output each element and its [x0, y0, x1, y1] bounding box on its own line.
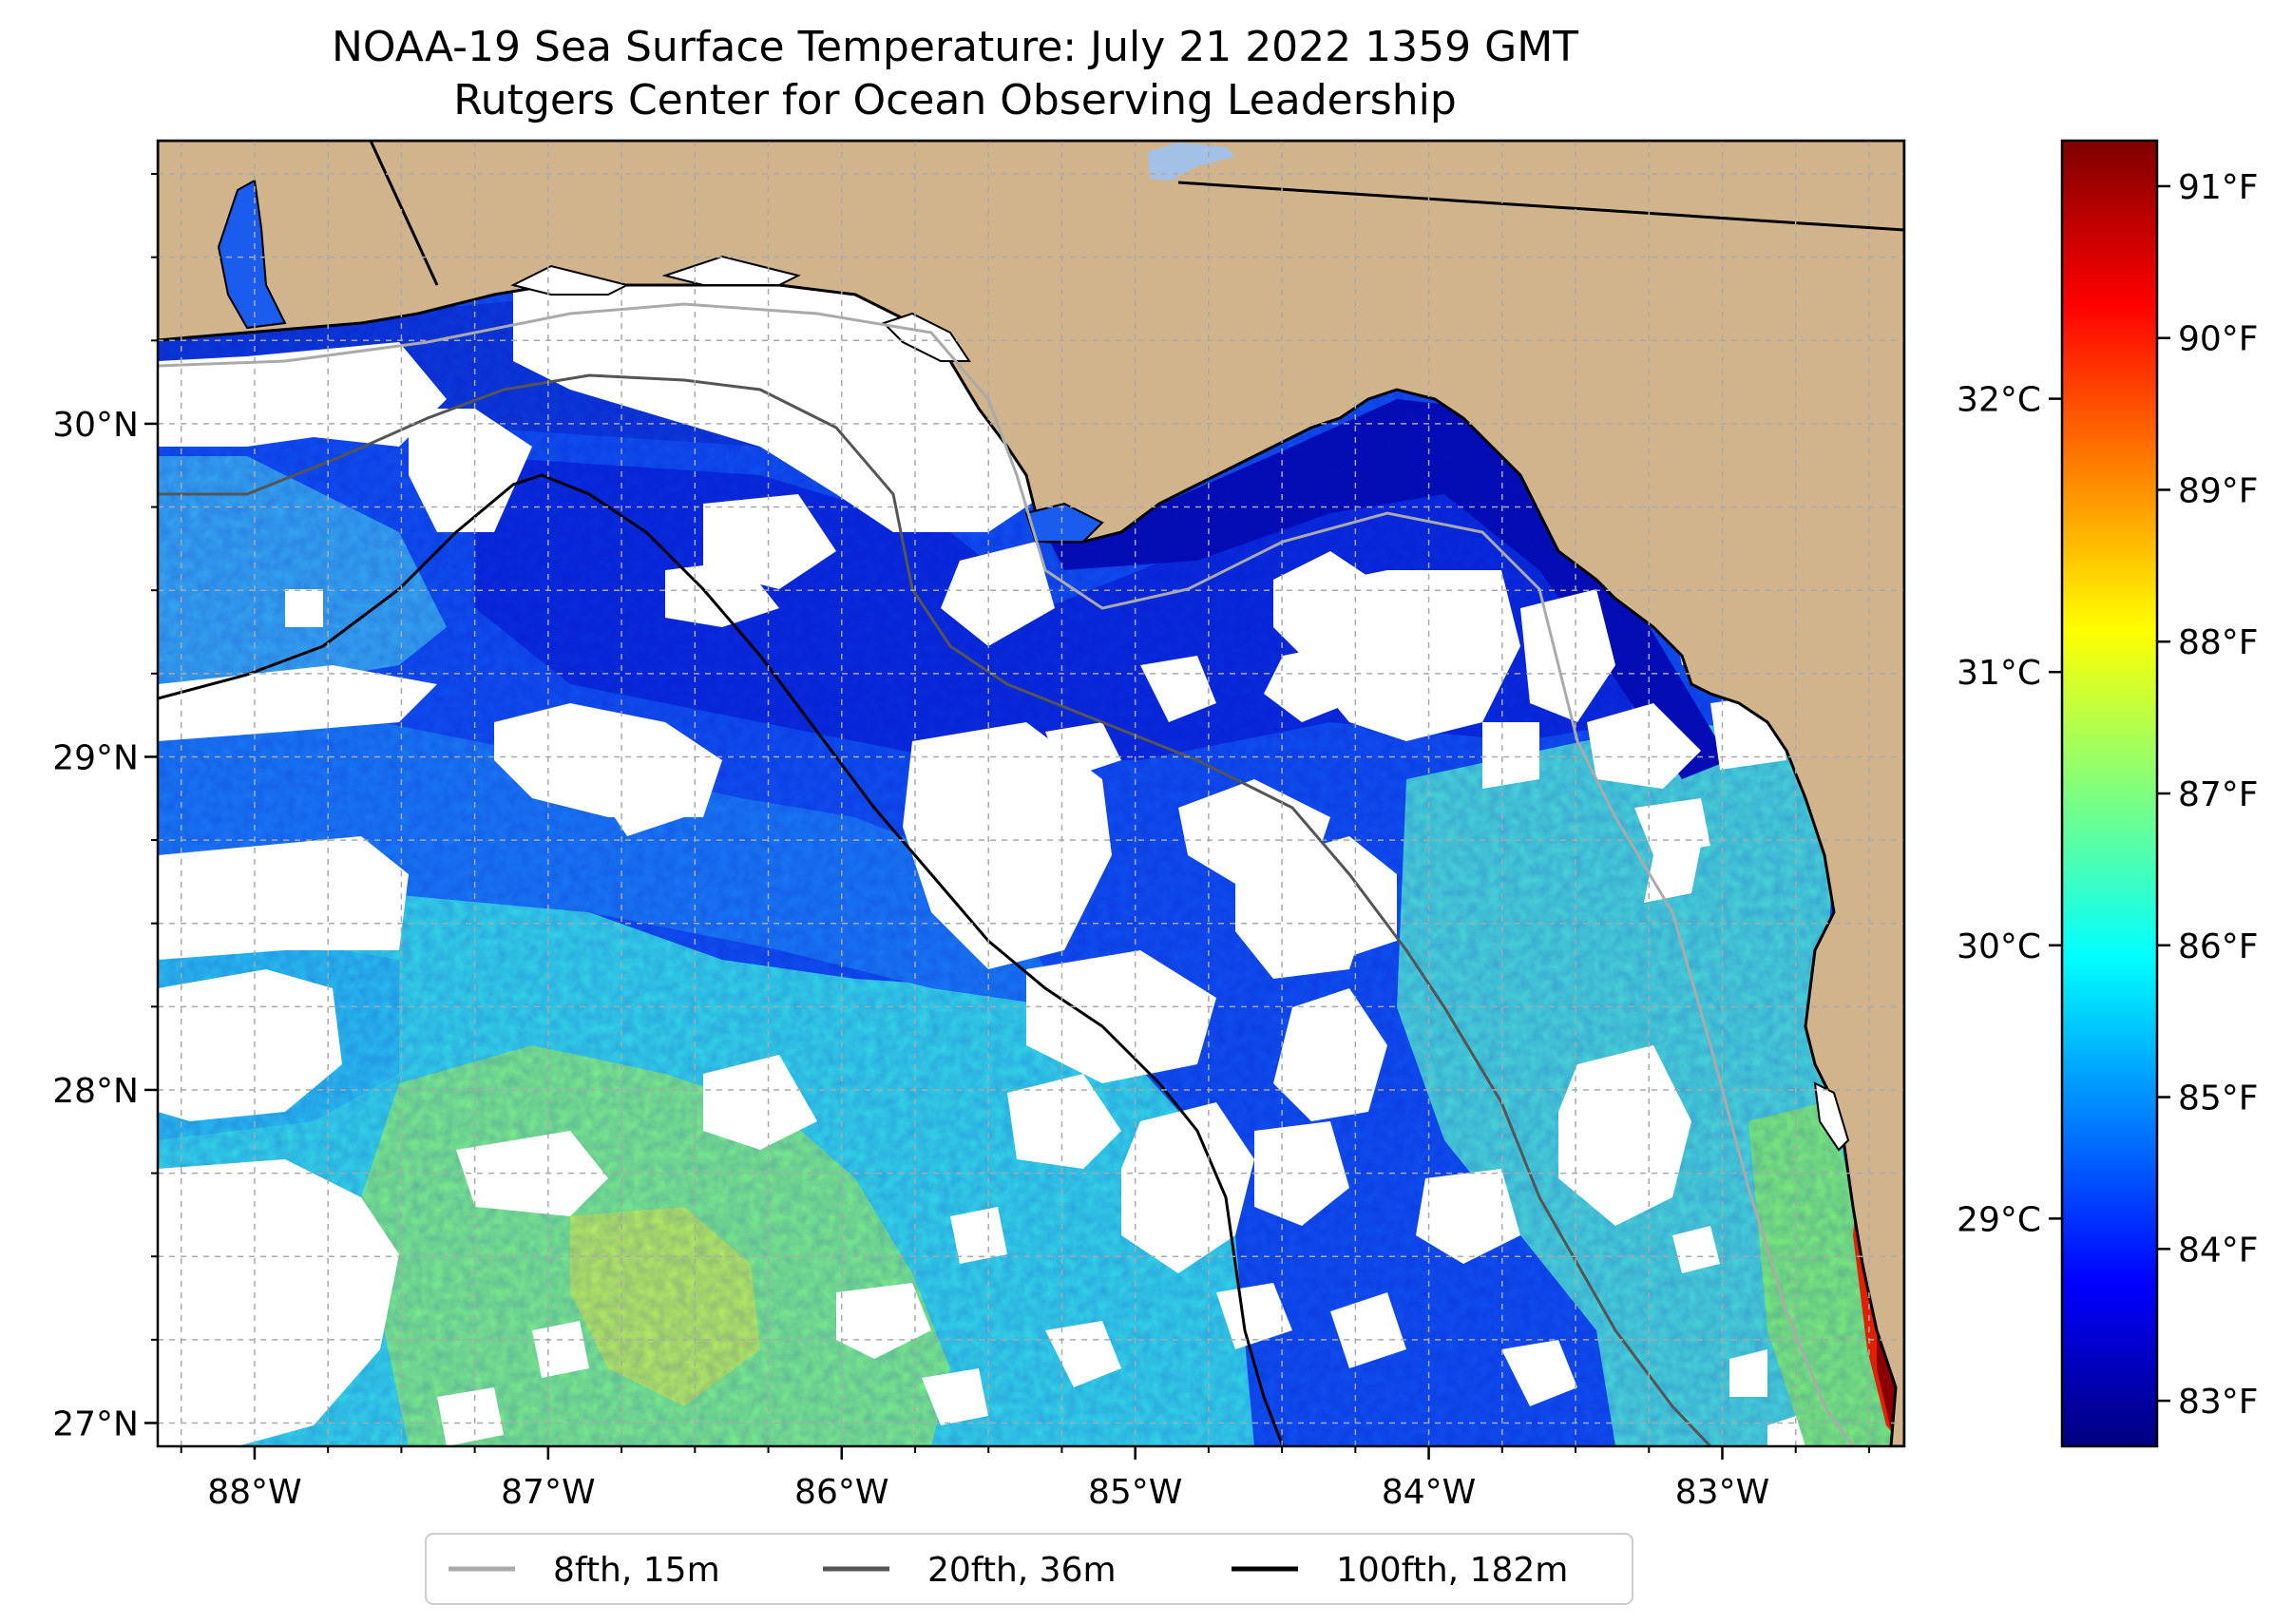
map-gridlines: [158, 141, 1904, 1446]
colorbar-f-label: 90°F: [2178, 320, 2259, 359]
colorbar-f-label: 85°F: [2178, 1079, 2259, 1118]
lat-tick-label: 29°N: [52, 738, 139, 777]
colorbar: [2060, 139, 2159, 1448]
lon-tick-label: 84°W: [1382, 1473, 1476, 1512]
colorbar-f-label: 87°F: [2178, 775, 2259, 814]
lon-tick-label: 85°W: [1088, 1473, 1182, 1512]
legend-label: 20fth, 36m: [927, 1551, 1117, 1590]
bay-mobile: [217, 179, 287, 330]
bay-tampa: [1813, 1081, 1850, 1152]
colorbar-f-label: 83°F: [2178, 1383, 2259, 1422]
isobath-100fth: [158, 473, 1285, 1446]
colorbar-f-label: 84°F: [2178, 1231, 2259, 1270]
colorbar-c-label: 29°C: [1957, 1200, 2041, 1239]
colorbar-f-label: 88°F: [2178, 623, 2259, 662]
colorbar-f-label: 89°F: [2178, 471, 2259, 510]
lon-tick-label: 88°W: [207, 1473, 301, 1512]
colorbar-c-label: 32°C: [1957, 381, 2041, 420]
colorbar-c-label: 31°C: [1957, 654, 2041, 693]
legend: 8fth, 15m 20fth, 36m 100fth, 182m: [449, 1551, 1568, 1590]
colorbar-f-label: 91°F: [2178, 168, 2259, 207]
legend-label: 8fth, 15m: [553, 1551, 720, 1590]
lon-tick-label: 87°W: [501, 1473, 595, 1512]
colorbar-fahrenheit-axis: 83°F 84°F 85°F 86°F 87°F 88°F 89°F 90°F 91°F: [2157, 168, 2259, 1422]
sst-map: [158, 141, 1904, 1446]
colorbar-f-label: 86°F: [2178, 927, 2259, 966]
cloud-mask: [158, 285, 1805, 1446]
lon-tick-label: 83°W: [1675, 1473, 1769, 1512]
title-line-2: Rutgers Center for Ocean Observing Leade…: [453, 76, 1457, 124]
legend-label: 100fth, 182m: [1336, 1551, 1568, 1590]
state-border-al: [369, 141, 439, 286]
lon-tick-label: 86°W: [794, 1473, 888, 1512]
lat-tick-label: 30°N: [52, 406, 139, 445]
longitude-axis: 88°W 87°W 86°W 85°W 84°W 83°W: [180, 1446, 1870, 1512]
colorbar-c-label: 30°C: [1957, 927, 2041, 966]
legend-box: [425, 1533, 1633, 1605]
isobath-8fth: [158, 302, 1855, 1446]
state-border: [1177, 181, 1904, 232]
land-mass: [158, 141, 1904, 1446]
latitude-axis: 27°N 28°N 29°N 30°N: [52, 173, 158, 1443]
map-frame: [156, 139, 1906, 1448]
colorbar-celsius-axis: 29°C 30°C 31°C 32°C: [1957, 381, 2062, 1239]
title-line-1: NOAA-19 Sea Surface Temperature: July 21…: [331, 23, 1579, 71]
lake: [1148, 143, 1235, 181]
isobath-20fth: [158, 373, 1712, 1446]
lat-tick-label: 28°N: [52, 1072, 139, 1111]
lat-tick-label: 27°N: [52, 1404, 139, 1443]
bay-st-andrew: [882, 312, 971, 362]
bay-pensacola: [510, 264, 630, 296]
